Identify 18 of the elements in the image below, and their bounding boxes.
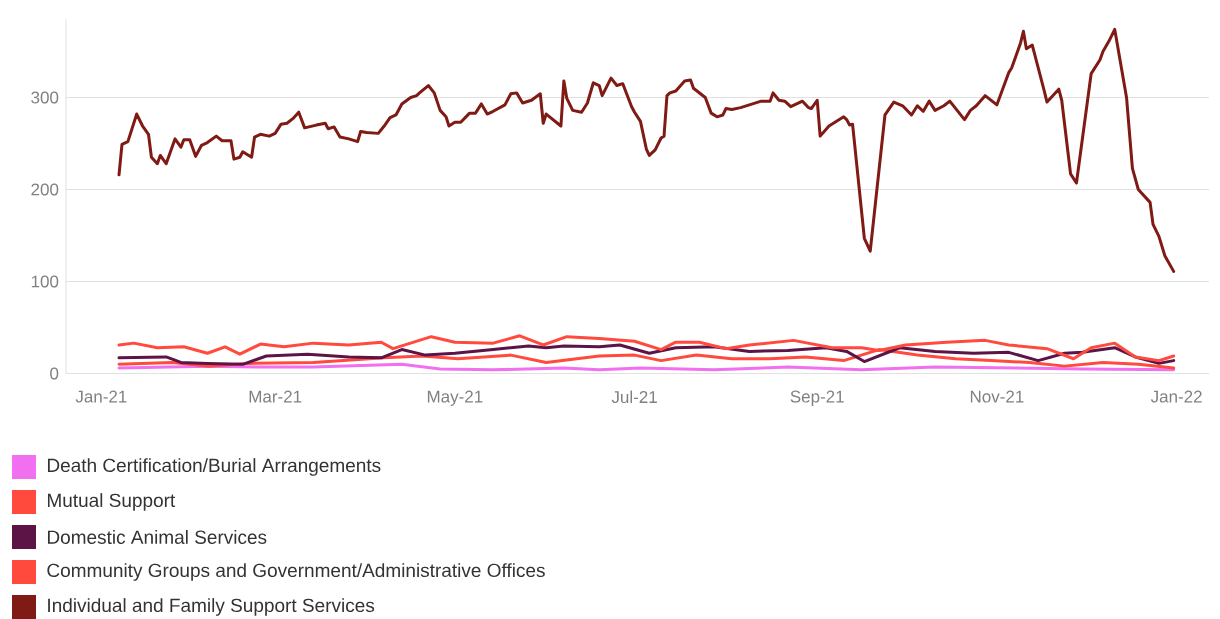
line-series — [117, 27, 1176, 273]
x-tick-label: Sep-21 — [790, 390, 844, 406]
legend-label: Domestic Animal Services — [47, 530, 267, 544]
legend-label: Death Certification/Burial Arrangements — [47, 458, 381, 476]
y-tick-label: 0 — [50, 367, 59, 380]
x-tick-label: Jul-21 — [611, 390, 657, 404]
x-tick-label: Mar-21 — [249, 390, 302, 403]
line-series — [117, 343, 1176, 366]
legend-label: Individual and Family Support Services — [48, 598, 375, 616]
y-tick-label: 200 — [31, 183, 59, 196]
x-tick-label: Nov-21 — [970, 390, 1024, 403]
x-tick-label: Jan-21 — [75, 390, 127, 403]
y-tick-label: 100 — [31, 275, 59, 288]
legend-label: Community Groups and Government/Administrative Offices — [47, 563, 545, 581]
legend-label: Mutual Support — [47, 493, 176, 511]
x-tick-label: Jan-22 — [1150, 390, 1202, 403]
y-tick-label: 300 — [31, 91, 59, 104]
x-tick-label: May-21 — [427, 390, 483, 406]
